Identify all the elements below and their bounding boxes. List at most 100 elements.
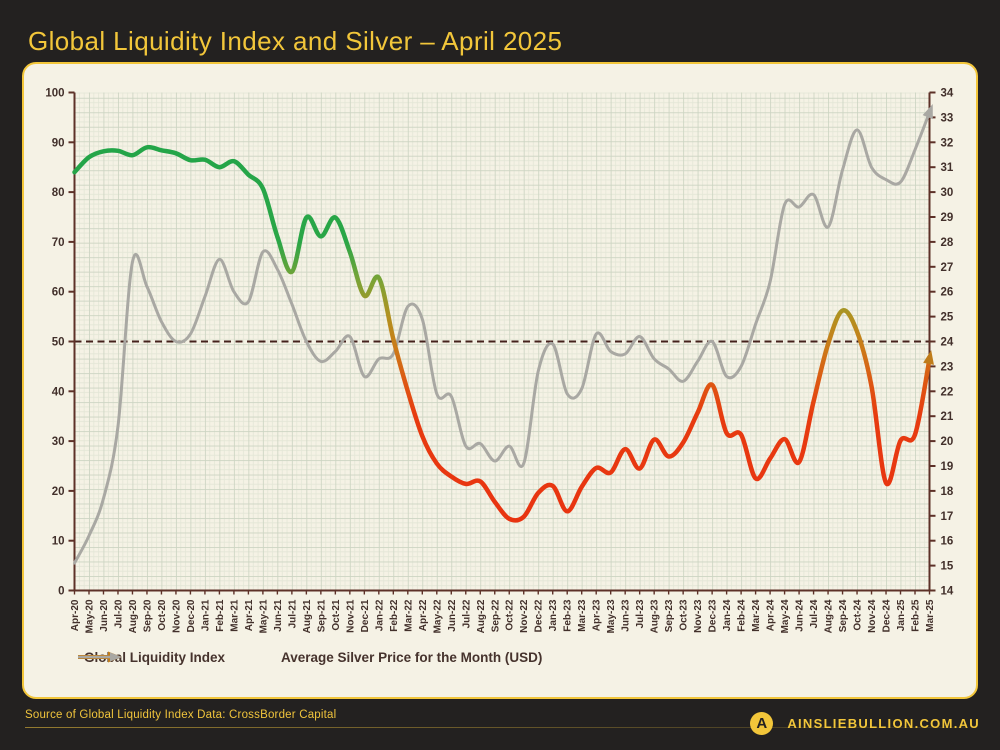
x-axis-tick-label: Mar-24 — [751, 599, 762, 632]
x-axis-tick-label: Jun-20 — [99, 599, 110, 632]
right-axis-tick-label: 29 — [941, 212, 954, 224]
x-axis-tick-label: Mar-23 — [577, 599, 588, 632]
x-axis-tick-label: Mar-21 — [229, 599, 240, 632]
right-axis-tick-label: 27 — [941, 262, 954, 274]
x-axis-tick-label: Sep-20 — [142, 599, 153, 632]
x-axis-tick-label: Oct-21 — [331, 599, 342, 631]
left-axis-tick-label: 60 — [52, 287, 65, 299]
right-axis-tick-label: 28 — [941, 237, 954, 249]
x-axis-tick-label: Oct-20 — [157, 599, 168, 631]
x-axis-tick-label: Jan-23 — [548, 599, 559, 631]
x-axis-tick-label: Jul-21 — [287, 599, 298, 628]
x-axis-tick-label: Nov-24 — [867, 599, 878, 633]
x-axis-tick-label: Nov-23 — [693, 599, 704, 633]
x-axis-tick-label: Jan-22 — [374, 599, 385, 631]
left-axis-tick-label: 30 — [52, 436, 65, 448]
chart-legend: Global Liquidity Index Average Silver Pr… — [76, 650, 542, 665]
right-axis-tick-label: 26 — [941, 287, 954, 299]
left-axis-tick-label: 70 — [52, 237, 65, 249]
legend-label-silver: Average Silver Price for the Month (USD) — [281, 650, 543, 665]
left-axis-tick-label: 10 — [52, 536, 65, 548]
x-axis-tick-label: Nov-21 — [345, 599, 356, 633]
x-axis-tick-label: Mar-25 — [925, 599, 936, 632]
silver-line — [73, 110, 931, 565]
left-axis-tick-label: 80 — [52, 187, 65, 199]
left-axis-tick-label: 40 — [52, 386, 65, 398]
x-axis-tick-label: Sep-23 — [664, 599, 675, 632]
x-axis-tick-label: Apr-21 — [244, 599, 255, 631]
x-axis-tick-label: Jul-23 — [635, 599, 646, 628]
x-axis-tick-label: Sep-24 — [838, 599, 849, 632]
x-axis-tick-label: Oct-24 — [853, 599, 864, 631]
x-axis-tick-label: Jan-24 — [722, 599, 733, 631]
x-axis-tick-label: May-23 — [606, 599, 617, 633]
brand: A AINSLIEBULLION.COM.AU — [750, 712, 980, 735]
x-axis-tick-label: Aug-22 — [476, 599, 487, 633]
x-axis-tick-label: Jan-21 — [200, 599, 211, 631]
x-axis-tick-label: Feb-24 — [737, 599, 748, 632]
chart-panel: 0 10 20 30 40 50 60 70 80 90 100 14 15 16 17 18 19 20 21 22… — [22, 62, 978, 699]
x-axis-tick-label: May-21 — [258, 599, 269, 633]
x-axis-tick-label: May-20 — [84, 599, 95, 633]
liquidity-arrowhead — [923, 350, 934, 365]
left-axis-tick-label: 50 — [52, 337, 65, 349]
x-axis-tick-label: Sep-22 — [490, 599, 501, 632]
right-axis-tick-label: 24 — [941, 337, 954, 349]
left-axis-tick-label: 100 — [45, 88, 64, 100]
footer-divider — [25, 727, 965, 728]
right-axis-tick-label: 23 — [941, 361, 954, 373]
x-axis-tick-label: Dec-23 — [708, 599, 719, 632]
x-axis-tick-label: May-24 — [780, 599, 791, 633]
right-axis-tick-label: 20 — [941, 436, 954, 448]
x-axis-tick-label: Jun-23 — [621, 599, 632, 632]
left-axis-tick-label: 90 — [52, 137, 65, 149]
x-axis-tick-label: Jun-22 — [447, 599, 458, 632]
x-axis-tick-label: Sep-21 — [316, 599, 327, 632]
right-axis-tick-label: 25 — [941, 312, 954, 324]
x-axis-tick-label: Apr-23 — [592, 599, 603, 631]
x-axis-tick-label: Oct-23 — [679, 599, 690, 631]
x-axis-tick-label: Feb-21 — [215, 599, 226, 632]
source-note: Source of Global Liquidity Index Data: C… — [25, 709, 337, 721]
right-axis-tick-label: 18 — [941, 486, 954, 498]
left-axis-tick-label: 0 — [58, 586, 64, 598]
x-axis-tick-label: May-22 — [432, 599, 443, 633]
liquidity-line — [72, 144, 932, 523]
x-axis-tick-label: Dec-24 — [882, 599, 893, 632]
right-axis-tick-label: 21 — [941, 411, 954, 423]
x-axis-tick-label: Apr-20 — [70, 599, 81, 631]
x-axis-tick-label: Mar-22 — [403, 599, 414, 632]
x-axis-tick-label: Dec-21 — [360, 599, 371, 632]
x-axis-tick-label: Aug-20 — [128, 599, 139, 633]
right-axis-tick-label: 33 — [941, 112, 954, 124]
right-axis-tick-label: 19 — [941, 461, 954, 473]
x-axis-tick-label: Feb-22 — [389, 599, 400, 632]
x-axis-tick-label: Jan-25 — [896, 599, 907, 631]
legend-label-liquidity: Global Liquidity Index — [84, 650, 226, 665]
right-axis-tick-label: 17 — [941, 511, 954, 523]
right-axis-tick-label: 31 — [941, 162, 954, 174]
x-axis-tick-label: Oct-22 — [505, 599, 516, 631]
gray-right-arrow-icon — [78, 652, 122, 662]
page-title: Global Liquidity Index and Silver – Apri… — [28, 26, 563, 56]
x-axis-tick-label: Jun-21 — [273, 599, 284, 632]
x-axis-tick-label: Jul-20 — [113, 599, 124, 628]
x-axis-tick-label: Aug-23 — [650, 599, 661, 633]
left-axis-tick-label: 20 — [52, 486, 65, 498]
x-axis-tick-label: Jul-22 — [461, 599, 472, 628]
website-link[interactable]: AINSLIEBULLION.COM.AU — [787, 716, 980, 731]
right-axis-tick-label: 14 — [941, 586, 954, 598]
x-axis-tick-label: Aug-21 — [302, 599, 313, 633]
legend-item-silver: Average Silver Price for the Month (USD) — [78, 650, 543, 665]
x-axis-tick-label: Feb-25 — [911, 599, 922, 632]
x-axis-tick-label: Aug-24 — [824, 599, 835, 633]
x-axis-tick-label: Nov-20 — [171, 599, 182, 633]
silver-arrowhead — [922, 104, 933, 120]
axes: 0 10 20 30 40 50 60 70 80 90 100 14 15 16 17 18 19 20 21 22… — [45, 88, 954, 634]
x-axis-tick-label: Apr-22 — [418, 599, 429, 631]
liquidity-silver-chart: 0 10 20 30 40 50 60 70 80 90 100 14 15 16 17 18 19 20 21 22… — [45, 88, 954, 634]
ainslie-logo-icon: A — [750, 712, 774, 735]
right-axis-tick-label: 15 — [941, 561, 954, 573]
x-axis-tick-label: Nov-22 — [519, 599, 530, 633]
